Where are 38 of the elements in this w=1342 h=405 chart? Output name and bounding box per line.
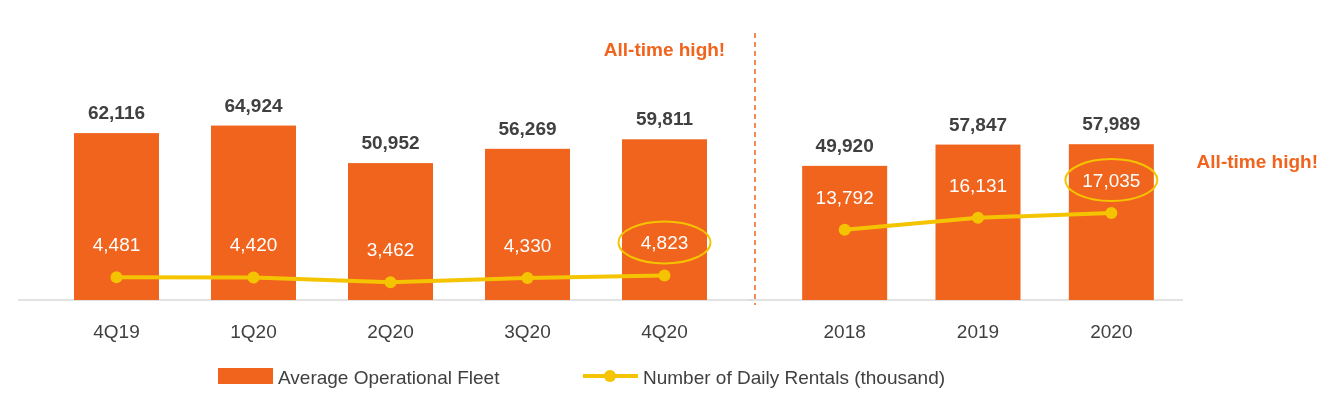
bar <box>74 133 159 300</box>
x-tick-label: 2018 <box>823 321 866 342</box>
data-label: 59,811 <box>635 108 694 130</box>
bar <box>348 163 433 300</box>
point <box>247 271 260 284</box>
legend-label: Average Operational Fleet <box>278 367 501 388</box>
data-label: 4,420 <box>229 234 278 256</box>
data-label: 57,989 <box>1082 113 1141 135</box>
data-label: 13,792 <box>815 186 874 208</box>
bar <box>485 148 570 300</box>
point <box>521 271 534 284</box>
x-tick-label: 4Q19 <box>93 321 140 342</box>
data-label: 4,823 <box>640 232 689 254</box>
data-label: 56,269 <box>498 117 557 139</box>
data-label: 57,847 <box>948 113 1008 135</box>
point <box>110 271 123 284</box>
data-label: 4,481 <box>92 234 141 256</box>
bar <box>211 125 296 300</box>
data-label: 17,035 <box>1082 170 1141 192</box>
point <box>658 269 671 282</box>
data-label: 49,920 <box>815 134 874 156</box>
x-tick-label: 1Q20 <box>230 321 277 342</box>
x-tick-label: 2Q20 <box>367 321 414 342</box>
data-label: 50,952 <box>361 132 420 154</box>
bar <box>622 139 707 300</box>
data-label: 16,131 <box>948 174 1008 196</box>
x-tick-label: 4Q20 <box>641 321 688 342</box>
data-label: 62,116 <box>87 102 146 124</box>
legend-label: Number of Daily Rentals (thousand) <box>643 367 946 388</box>
x-tick-label: 2020 <box>1090 321 1133 342</box>
data-label: 3,462 <box>366 239 415 261</box>
point <box>384 276 397 289</box>
text: All-time high! <box>603 39 726 60</box>
data-label: 64,924 <box>224 94 283 116</box>
text: All-time high! <box>1196 151 1318 172</box>
x-tick-label: 3Q20 <box>504 321 551 342</box>
data-label: 4,330 <box>503 234 552 256</box>
x-tick-label: 2019 <box>956 321 1000 342</box>
